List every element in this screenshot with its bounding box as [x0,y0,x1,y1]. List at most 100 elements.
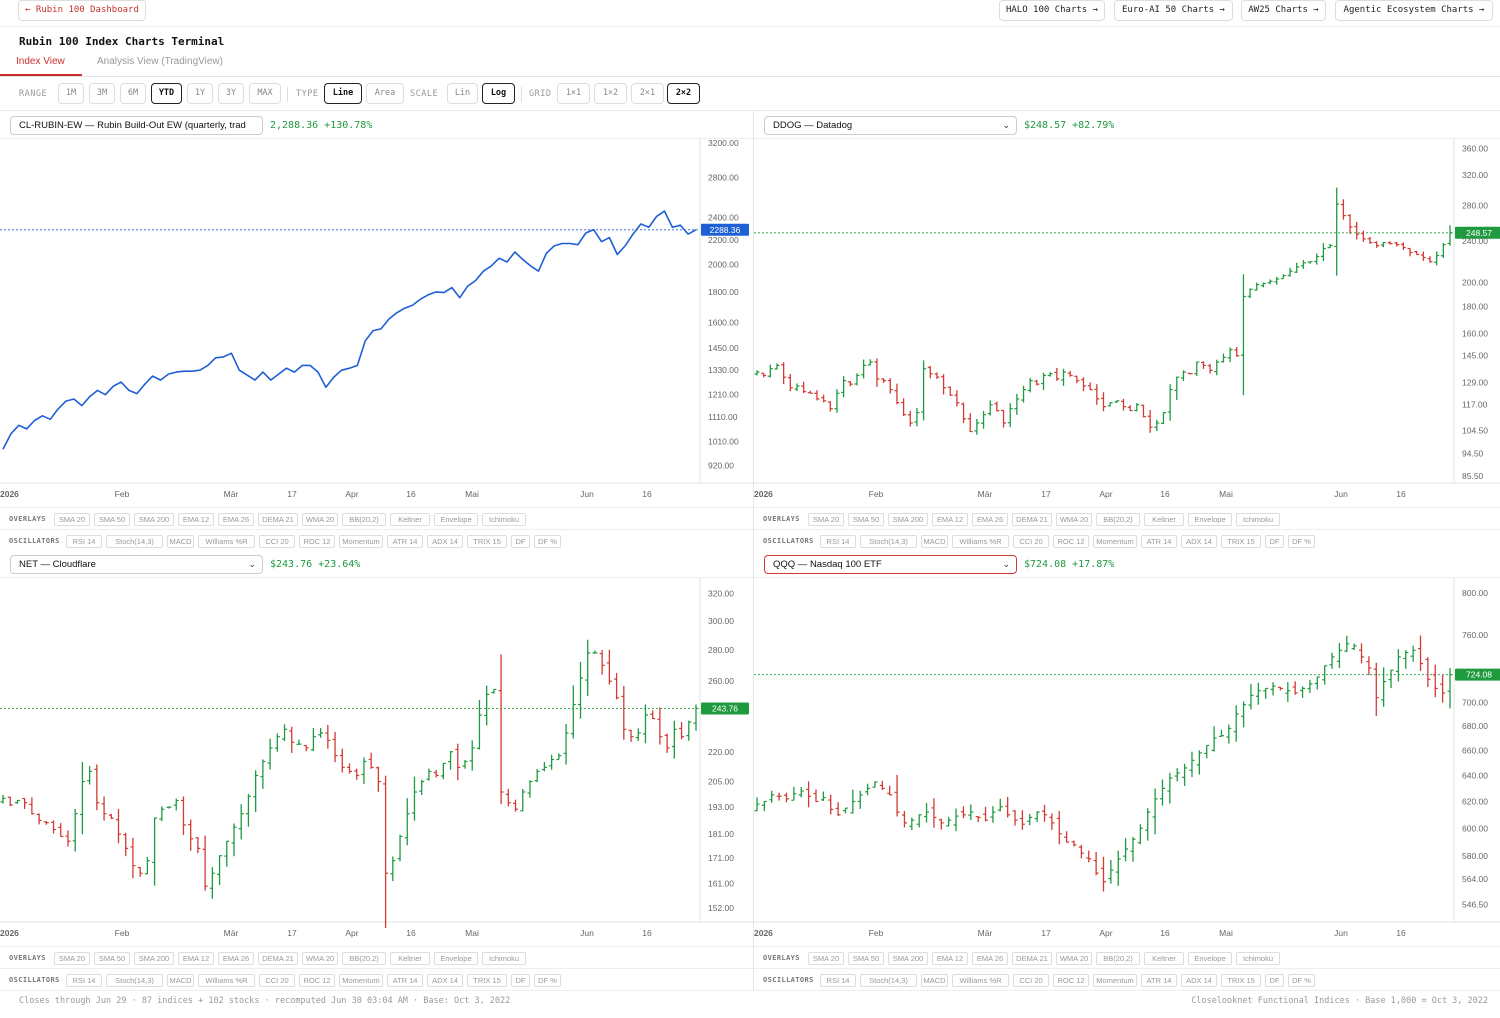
dashboard-link[interactable]: ← Rubin 100 Dashboard [18,0,146,21]
overlay-chip[interactable]: SMA 200 [888,952,928,965]
overlay-chip[interactable]: SMA 50 [94,513,130,526]
overlay-chip[interactable]: SMA 200 [888,513,928,526]
overlay-chip[interactable]: EMA 12 [932,952,968,965]
oscillator-chip[interactable]: DF [511,535,530,548]
overlay-chip[interactable]: SMA 200 [134,513,174,526]
grid-1x1-button[interactable]: 1×1 [557,83,590,104]
oscillator-chip[interactable]: DF % [1288,535,1315,548]
oscillator-chip[interactable]: ADX 14 [427,535,463,548]
oscillator-chip[interactable]: CCI 20 [259,535,295,548]
overlay-chip[interactable]: Ichimoku [1236,513,1280,526]
overlay-chip[interactable]: Envelope [434,513,478,526]
oscillator-chip[interactable]: Stoch(14,3) [106,974,163,987]
aw25-charts-link[interactable]: AW25 Charts → [1241,0,1326,21]
oscillator-chip[interactable]: Williams %R [952,535,1009,548]
overlay-chip[interactable]: EMA 12 [178,952,214,965]
overlay-chip[interactable]: EMA 26 [218,513,254,526]
grid-1x2-button[interactable]: 1×2 [594,83,627,104]
oscillator-chip[interactable]: Williams %R [198,535,255,548]
overlay-chip[interactable]: SMA 50 [94,952,130,965]
grid-2x1-button[interactable]: 2×1 [631,83,664,104]
overlay-chip[interactable]: Keltner [1144,952,1184,965]
agentic-ecosystem-charts-link[interactable]: Agentic Ecosystem Charts → [1335,0,1493,21]
overlay-chip[interactable]: DEMA 21 [258,952,298,965]
overlay-chip[interactable]: DEMA 21 [1012,952,1052,965]
type-area-button[interactable]: Area [366,83,404,104]
overlay-chip[interactable]: EMA 12 [932,513,968,526]
oscillator-chip[interactable]: TRIX 15 [467,535,507,548]
oscillator-chip[interactable]: MACD [921,535,948,548]
oscillator-chip[interactable]: ATR 14 [387,974,423,987]
oscillator-chip[interactable]: Momentum [339,535,383,548]
tab-analysis-view[interactable]: Analysis View (TradingView) [97,56,223,67]
overlay-chip[interactable]: SMA 50 [848,513,884,526]
oscillator-chip[interactable]: Momentum [339,974,383,987]
overlay-chip[interactable]: BB(20,2) [1096,513,1140,526]
ohlc-chart[interactable]: 152.00 161.00 171.00 181.00 193.00 205.00 220.… [0,578,753,946]
oscillator-chip[interactable]: RSI 14 [820,974,856,987]
oscillator-chip[interactable]: ADX 14 [427,974,463,987]
overlay-chip[interactable]: WMA 20 [1056,513,1092,526]
overlay-chip[interactable]: SMA 200 [134,952,174,965]
oscillator-chip[interactable]: RSI 14 [820,535,856,548]
oscillator-chip[interactable]: ROC 12 [299,535,335,548]
range-6m-button[interactable]: 6M [120,83,146,104]
overlay-chip[interactable]: WMA 20 [302,513,338,526]
oscillator-chip[interactable]: DF [511,974,530,987]
oscillator-chip[interactable]: ROC 12 [1053,974,1089,987]
tab-index-view[interactable]: Index View [16,56,65,67]
overlay-chip[interactable]: BB(20,2) [342,952,386,965]
oscillator-chip[interactable]: DF % [1288,974,1315,987]
oscillator-chip[interactable]: Momentum [1093,974,1137,987]
oscillator-chip[interactable]: DF % [534,974,561,987]
oscillator-chip[interactable]: MACD [167,535,194,548]
overlay-chip[interactable]: EMA 26 [972,952,1008,965]
type-line-button[interactable]: Line [324,83,362,104]
symbol-select[interactable]: CL-RUBIN-EW — Rubin Build-Out EW (quarte… [10,116,263,135]
oscillator-chip[interactable]: CCI 20 [259,974,295,987]
overlay-chip[interactable]: WMA 20 [302,952,338,965]
oscillator-chip[interactable]: TRIX 15 [1221,535,1261,548]
overlay-chip[interactable]: Keltner [390,952,430,965]
oscillator-chip[interactable]: ATR 14 [1141,974,1177,987]
overlay-chip[interactable]: Envelope [434,952,478,965]
euro-ai-50-charts-link[interactable]: Euro-AI 50 Charts → [1114,0,1233,21]
oscillator-chip[interactable]: ATR 14 [1141,535,1177,548]
oscillator-chip[interactable]: MACD [921,974,948,987]
oscillator-chip[interactable]: Williams %R [198,974,255,987]
symbol-select[interactable]: DDOG — Datadog ⌄ [764,116,1017,135]
scale-lin-button[interactable]: Lin [447,83,478,104]
oscillator-chip[interactable]: TRIX 15 [1221,974,1261,987]
overlay-chip[interactable]: WMA 20 [1056,952,1092,965]
range-max-button[interactable]: MAX [249,83,281,104]
halo-100-charts-link[interactable]: HALO 100 Charts → [999,0,1105,21]
range-3m-button[interactable]: 3M [89,83,115,104]
range-ytd-button[interactable]: YTD [151,83,182,104]
oscillator-chip[interactable]: Stoch(14,3) [106,535,163,548]
oscillator-chip[interactable]: ADX 14 [1181,974,1217,987]
ohlc-chart[interactable]: 546.50 564.00 580.00 600.00 620.00 640.00 660.… [754,578,1500,946]
oscillator-chip[interactable]: RSI 14 [66,535,102,548]
overlay-chip[interactable]: Keltner [390,513,430,526]
range-1m-button[interactable]: 1M [58,83,84,104]
overlay-chip[interactable]: BB(20,2) [342,513,386,526]
oscillator-chip[interactable]: ATR 14 [387,535,423,548]
oscillator-chip[interactable]: ROC 12 [1053,535,1089,548]
overlay-chip[interactable]: SMA 20 [808,513,844,526]
ohlc-chart[interactable]: 85.50 94.50 104.50 117.00 129.00 145.00 160.00… [754,139,1500,507]
oscillator-chip[interactable]: Momentum [1093,535,1137,548]
oscillator-chip[interactable]: DF [1265,535,1284,548]
symbol-select[interactable]: NET — Cloudflare ⌄ [10,555,263,574]
overlay-chip[interactable]: Ichimoku [1236,952,1280,965]
overlay-chip[interactable]: SMA 20 [54,513,90,526]
oscillator-chip[interactable]: RSI 14 [66,974,102,987]
overlay-chip[interactable]: Envelope [1188,513,1232,526]
oscillator-chip[interactable]: DF [1265,974,1284,987]
oscillator-chip[interactable]: ADX 14 [1181,535,1217,548]
oscillator-chip[interactable]: TRIX 15 [467,974,507,987]
line-chart[interactable]: 920.00 1010.00 1110.00 1210.00 1330.00 1450.0… [0,139,753,507]
overlay-chip[interactable]: DEMA 21 [1012,513,1052,526]
overlay-chip[interactable]: Ichimoku [482,952,526,965]
overlay-chip[interactable]: BB(20,2) [1096,952,1140,965]
grid-2x2-button[interactable]: 2×2 [667,83,700,104]
